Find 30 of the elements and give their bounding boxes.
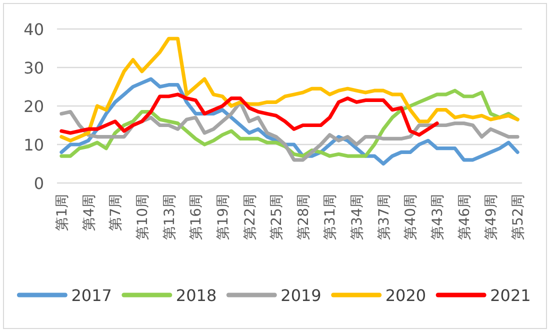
x-tick-label: 第19周 xyxy=(215,194,232,240)
y-tick-label: 40 xyxy=(24,20,44,39)
x-tick-label: 第46周 xyxy=(456,194,473,240)
y-tick-label: 30 xyxy=(24,58,44,78)
y-tick-label: 10 xyxy=(24,136,44,154)
legend-label: 2018 xyxy=(176,286,217,305)
legend-label: 2021 xyxy=(490,286,531,305)
line-series xyxy=(60,92,439,137)
x-tick-label: 第22周 xyxy=(242,194,258,240)
x-tick-label: 第10周 xyxy=(134,194,151,240)
legend-label: 2019 xyxy=(280,286,322,305)
x-tick-label: 第37周 xyxy=(376,194,392,240)
x-tick-label: 第16周 xyxy=(188,194,205,240)
x-tick-label: 第28周 xyxy=(296,194,312,240)
x-tick-label: 第52周 xyxy=(510,194,527,240)
x-tick-label: 第40周 xyxy=(403,194,420,240)
y-tick-label: 0 xyxy=(34,174,44,193)
x-tick-label: 第31周 xyxy=(322,194,339,240)
legend-label: 2017 xyxy=(71,286,112,305)
legend-label: 2020 xyxy=(385,286,426,305)
x-tick-label: 第1周 xyxy=(54,194,70,231)
x-tick-label: 第13周 xyxy=(162,194,178,240)
y-tick-label: 20 xyxy=(24,97,44,116)
x-tick-label: 第43周 xyxy=(430,194,446,240)
x-tick-label: 第34周 xyxy=(350,194,366,240)
x-tick-label: 第49周 xyxy=(484,194,500,240)
x-tick-label: 第25周 xyxy=(269,194,286,240)
x-tick-label: 第4周 xyxy=(81,194,98,231)
x-tick-label: 第7周 xyxy=(108,194,124,231)
line-series xyxy=(60,36,520,142)
